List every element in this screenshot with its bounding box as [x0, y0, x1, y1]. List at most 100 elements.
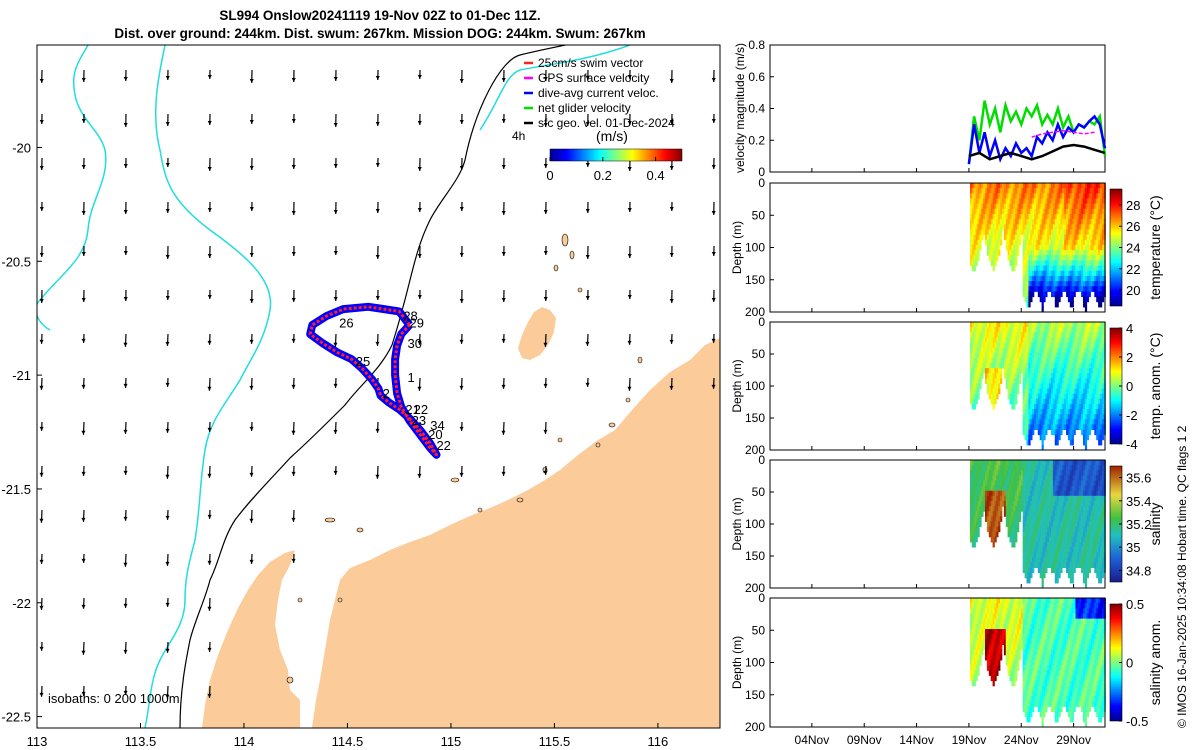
current-vector — [333, 377, 338, 388]
heatmap-cell — [1069, 250, 1072, 256]
heatmap-cell — [1003, 634, 1007, 640]
heatmap-cell — [992, 322, 995, 328]
heatmap-cell — [1098, 393, 1101, 400]
heatmap-cell — [1079, 244, 1082, 251]
heatmap-cell — [1054, 485, 1057, 492]
heatmap-cell — [1035, 265, 1039, 272]
heatmap-cell — [1088, 531, 1091, 538]
heatmap-cell — [1101, 383, 1105, 389]
heatmap-cell — [1043, 203, 1046, 210]
heatmap-cell — [1000, 485, 1003, 492]
heatmap-cell — [996, 623, 999, 630]
heatmap-cell — [1032, 511, 1035, 517]
heatmap-cell — [1086, 511, 1089, 517]
heatmap-cell — [1058, 567, 1061, 574]
heatmap-cell — [1039, 368, 1042, 374]
heatmap-cell — [971, 244, 974, 251]
heatmap-cell — [977, 485, 980, 492]
heatmap-cell — [1020, 495, 1023, 502]
heatmap-cell — [1037, 281, 1040, 287]
heatmap-cell — [1030, 188, 1033, 194]
heatmap-cell — [1009, 536, 1012, 543]
heatmap-cell — [992, 373, 995, 379]
heatmap-cell — [1039, 193, 1042, 199]
heatmap-cell — [1039, 521, 1042, 527]
heatmap-cell — [1032, 429, 1035, 436]
heatmap-cell — [971, 536, 974, 543]
heatmap-cell — [1058, 383, 1061, 389]
heatmap-cell — [1018, 234, 1022, 241]
heatmap-cell — [1049, 208, 1052, 215]
heatmap-cell — [985, 219, 988, 225]
heatmap-cell — [998, 490, 1001, 497]
heatmap-cell — [1035, 352, 1039, 359]
heatmap-cell — [979, 342, 982, 349]
heatmap-cell — [1060, 291, 1063, 298]
islet — [561, 233, 569, 247]
heatmap-cell — [1039, 429, 1042, 436]
heatmap-cell — [1017, 460, 1020, 466]
heatmap-cell — [1077, 208, 1080, 215]
section-ylabel: Depth (m) — [730, 497, 744, 550]
colorbar-tick-label: 4 — [1126, 321, 1133, 336]
heatmap-cell — [1035, 224, 1039, 230]
heatmap-cell — [1041, 219, 1044, 225]
heatmap-cell — [983, 485, 986, 492]
heatmap-cell — [1003, 214, 1007, 220]
heatmap-cell — [998, 322, 1001, 328]
heatmap-cell — [1035, 485, 1039, 492]
heatmap-cell — [1002, 327, 1005, 333]
heatmap-cell — [1034, 506, 1037, 512]
heatmap-cell — [1037, 275, 1040, 282]
heatmap-cell — [1039, 465, 1042, 471]
heatmap-cell — [1056, 188, 1059, 194]
heatmap-cell — [1049, 403, 1052, 410]
heatmap-cell — [1007, 363, 1010, 369]
heatmap-cell — [970, 629, 973, 635]
heatmap-cell — [1026, 373, 1029, 379]
heatmap-cell — [1051, 378, 1054, 384]
heatmap-cell — [1007, 623, 1010, 630]
current-vector — [543, 201, 548, 214]
heatmap-cell — [1066, 409, 1069, 415]
heatmap-cell — [971, 598, 974, 604]
heatmap-cell — [1024, 219, 1027, 225]
heatmap-cell — [1081, 373, 1084, 379]
heatmap-cell — [1071, 393, 1074, 400]
heatmap-cell — [1084, 337, 1088, 343]
heatmap-cell — [1079, 281, 1082, 287]
heatmap-cell — [1067, 291, 1071, 298]
heatmap-cell — [1005, 347, 1008, 354]
heatmap-cell — [1090, 270, 1093, 277]
heatmap-cell — [1035, 541, 1039, 548]
heatmap-cell — [1045, 183, 1048, 189]
heatmap-cell — [1043, 531, 1046, 538]
heatmap-cell — [1034, 378, 1037, 384]
heatmap-cell — [998, 244, 1001, 251]
heatmap-cell — [1051, 562, 1054, 568]
heatmap-cell — [1083, 193, 1086, 199]
heatmap-cell — [1005, 342, 1008, 349]
heatmap-cell — [1066, 291, 1069, 298]
heatmap-cell — [998, 470, 1001, 476]
heatmap-cell — [1030, 296, 1033, 303]
heatmap-cell — [1005, 495, 1008, 502]
heatmap-cell — [1084, 572, 1088, 579]
heatmap-cell — [1077, 414, 1080, 420]
heatmap-cell — [1047, 475, 1050, 481]
heatmap-cell — [1007, 388, 1010, 395]
heatmap-cell — [1098, 332, 1101, 338]
heatmap-cell — [1054, 347, 1057, 354]
heatmap-cell — [1051, 214, 1054, 220]
heatmap-cell — [1058, 275, 1061, 282]
heatmap-cell — [996, 193, 999, 199]
heatmap-cell — [1075, 403, 1078, 410]
heatmap-cell — [988, 244, 991, 251]
heatmap-cell — [1098, 219, 1101, 225]
heatmap-cell — [1060, 188, 1063, 194]
heatmap-cell — [1058, 516, 1061, 522]
heatmap-cell — [1005, 598, 1008, 604]
heatmap-cell — [1056, 198, 1059, 205]
heatmap-cell — [1083, 291, 1086, 298]
heatmap-cell — [1041, 501, 1044, 507]
